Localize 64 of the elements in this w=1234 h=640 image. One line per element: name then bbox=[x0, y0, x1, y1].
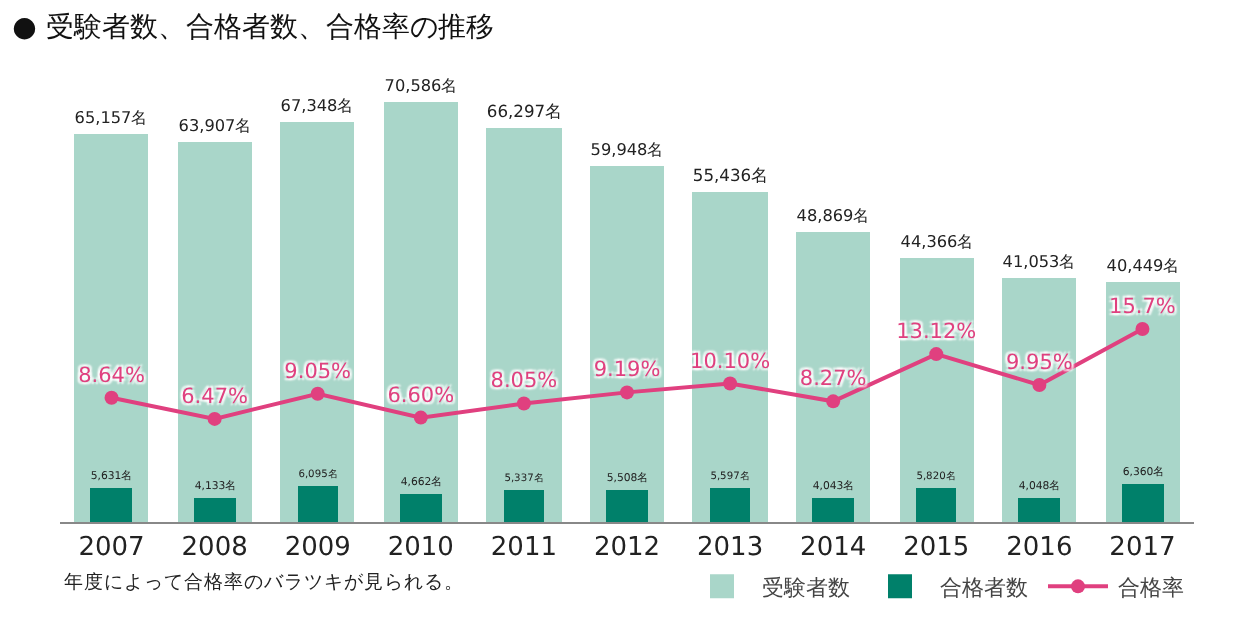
data-label: 70,586名 bbox=[384, 75, 458, 96]
x-tick-label: 2013 bbox=[697, 533, 764, 564]
point bbox=[207, 411, 222, 426]
data-label: 41,053名 bbox=[1002, 251, 1076, 272]
data-label: 6.60% bbox=[387, 383, 455, 408]
bar bbox=[710, 488, 750, 522]
legend-label: 受験者数 bbox=[762, 574, 850, 601]
x-tick-label: 2016 bbox=[1006, 533, 1073, 564]
x-tick-label: 2007 bbox=[78, 533, 145, 564]
point bbox=[104, 390, 119, 405]
legend-label: 合格者数 bbox=[940, 574, 1028, 601]
x-tick-label: 2011 bbox=[490, 533, 557, 564]
bar bbox=[90, 488, 132, 522]
bar bbox=[812, 498, 854, 522]
x-tick-label: 2010 bbox=[387, 533, 454, 564]
bar bbox=[606, 490, 648, 522]
text: 年度によって合格率のバラツキが見られる。 bbox=[64, 570, 464, 594]
x-tick-label: 2015 bbox=[903, 533, 970, 564]
x-tick-label: 2017 bbox=[1109, 533, 1176, 564]
legend-label: 合格率 bbox=[1118, 574, 1184, 601]
point bbox=[413, 410, 428, 425]
bar bbox=[916, 488, 956, 522]
bar bbox=[280, 122, 354, 522]
bar bbox=[590, 166, 664, 522]
data-label: 8.64% bbox=[78, 363, 145, 388]
bar bbox=[504, 490, 544, 522]
chart-title: ● 受験者数、合格者数、合格率の推移 bbox=[12, 11, 494, 44]
data-label: 44,366名 bbox=[900, 231, 974, 252]
point bbox=[929, 347, 944, 362]
data-label: 67,348名 bbox=[280, 95, 354, 116]
bar bbox=[1018, 498, 1060, 522]
point bbox=[1135, 321, 1150, 336]
data-label: 48,869名 bbox=[796, 205, 870, 226]
data-label: 8.27% bbox=[799, 367, 867, 392]
x-tick-label: 2009 bbox=[284, 533, 351, 564]
point bbox=[310, 386, 325, 401]
data-label: 9.05% bbox=[284, 359, 352, 384]
data-label: 15.7% bbox=[1109, 294, 1176, 319]
data-label: 9.95% bbox=[1006, 350, 1073, 375]
point bbox=[826, 394, 841, 409]
data-label: 66,297名 bbox=[486, 101, 562, 122]
bar bbox=[298, 486, 338, 522]
data-label: 8.05% bbox=[490, 369, 558, 394]
point bbox=[723, 376, 738, 391]
bar bbox=[384, 102, 458, 522]
data-label: 6.47% bbox=[181, 384, 249, 409]
data-label: 40,449名 bbox=[1106, 255, 1180, 276]
point bbox=[620, 385, 634, 400]
bar bbox=[74, 134, 148, 522]
bar bbox=[194, 498, 236, 522]
bar bbox=[486, 128, 562, 522]
point bbox=[1032, 377, 1047, 392]
bar bbox=[178, 142, 252, 522]
bar bbox=[400, 494, 442, 522]
data-label: 9.19% bbox=[593, 358, 661, 383]
bar bbox=[1122, 484, 1164, 522]
data-label: 65,157名 bbox=[74, 107, 148, 128]
point bbox=[516, 396, 531, 411]
data-label: 63,907名 bbox=[178, 115, 252, 136]
data-label: 55,436名 bbox=[692, 165, 768, 186]
x-tick-label: 2012 bbox=[593, 533, 661, 564]
x-tick-label: 2008 bbox=[181, 533, 248, 564]
x-tick-label: 2014 bbox=[800, 533, 867, 564]
data-label: 59,948名 bbox=[590, 139, 664, 160]
